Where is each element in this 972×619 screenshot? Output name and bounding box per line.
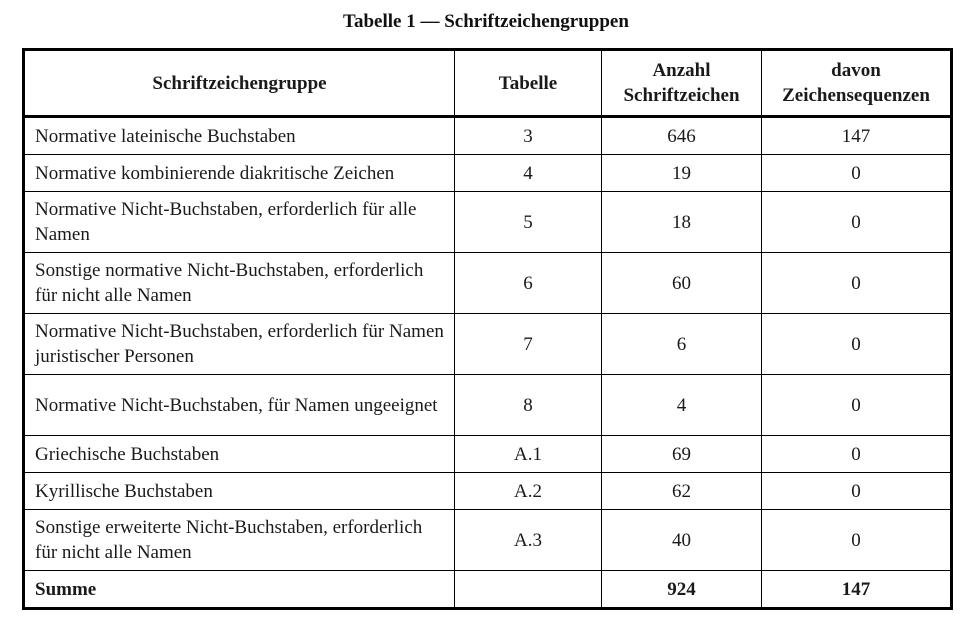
cell-total-tabelle (454, 570, 602, 609)
cell-anzahl: 62 (601, 472, 762, 510)
cell-anzahl: 6 (601, 313, 762, 375)
table-row: Normative kombinierende diakritische Zei… (23, 154, 952, 192)
table-row: Normative lateinische Buchstaben 3 646 1… (23, 116, 952, 155)
cell-anzahl: 69 (601, 435, 762, 473)
cell-tabelle: 8 (454, 374, 602, 436)
table-row: Normative Nicht-Buchstaben, für Namen un… (23, 374, 952, 436)
cell-davon: 0 (761, 374, 952, 436)
cell-group: Sonstige erweiterte Nicht-Buchstaben, er… (23, 509, 455, 571)
cell-total-davon: 147 (761, 570, 952, 609)
cell-davon: 0 (761, 435, 952, 473)
total-row: Summe 924 147 (23, 570, 952, 609)
cell-group: Sonstige normative Nicht-Buchstaben, erf… (23, 252, 455, 314)
cell-davon: 0 (761, 509, 952, 571)
cell-davon: 0 (761, 313, 952, 375)
cell-tabelle: A.3 (454, 509, 602, 571)
cell-group: Normative Nicht-Buchstaben, für Namen un… (23, 374, 455, 436)
cell-group: Normative kombinierende diakritische Zei… (23, 154, 455, 192)
cell-tabelle: 3 (454, 116, 602, 155)
cell-group: Normative lateinische Buchstaben (23, 116, 455, 155)
header-davon-zeichensequenzen: davon Zeichensequenzen (761, 49, 952, 118)
cell-anzahl: 646 (601, 116, 762, 155)
cell-group: Griechische Buchstaben (23, 435, 455, 473)
cell-tabelle: A.2 (454, 472, 602, 510)
cell-davon: 0 (761, 154, 952, 192)
cell-davon: 0 (761, 252, 952, 314)
cell-tabelle: 7 (454, 313, 602, 375)
header-row: Schriftzeichengruppe Tabelle Anzahl Schr… (23, 49, 952, 118)
cell-total-anzahl: 924 (601, 570, 762, 609)
cell-anzahl: 18 (601, 191, 762, 253)
cell-anzahl: 60 (601, 252, 762, 314)
cell-tabelle: A.1 (454, 435, 602, 473)
table-body: Normative lateinische Buchstaben 3 646 1… (23, 116, 952, 609)
cell-tabelle: 6 (454, 252, 602, 314)
cell-group: Normative Nicht-Buchstaben, erforderlich… (23, 313, 455, 375)
table-row: Griechische Buchstaben A.1 69 0 (23, 435, 952, 473)
cell-davon: 0 (761, 472, 952, 510)
cell-group: Normative Nicht-Buchstaben, erforderlich… (23, 191, 455, 253)
table-row: Kyrillische Buchstaben A.2 62 0 (23, 472, 952, 510)
cell-davon: 0 (761, 191, 952, 253)
cell-davon: 147 (761, 116, 952, 155)
cell-group: Kyrillische Buchstaben (23, 472, 455, 510)
cell-tabelle: 4 (454, 154, 602, 192)
table-caption: Tabelle 1 — Schriftzeichengruppen (343, 11, 629, 32)
cell-tabelle: 5 (454, 191, 602, 253)
table-row: Normative Nicht-Buchstaben, erforderlich… (23, 191, 952, 253)
cell-anzahl: 19 (601, 154, 762, 192)
cell-total-label: Summe (23, 570, 455, 609)
cell-anzahl: 40 (601, 509, 762, 571)
header-schriftzeichengruppe: Schriftzeichengruppe (23, 49, 455, 118)
header-anzahl-schriftzeichen: Anzahl Schriftzeichen (601, 49, 762, 118)
schriftzeichengruppen-table: Schriftzeichengruppe Tabelle Anzahl Schr… (22, 48, 953, 610)
table-row: Sonstige erweiterte Nicht-Buchstaben, er… (23, 509, 952, 571)
table-row: Sonstige normative Nicht-Buchstaben, erf… (23, 252, 952, 314)
table-row: Normative Nicht-Buchstaben, erforderlich… (23, 313, 952, 375)
cell-anzahl: 4 (601, 374, 762, 436)
header-tabelle: Tabelle (454, 49, 602, 118)
table-header: Schriftzeichengruppe Tabelle Anzahl Schr… (23, 49, 952, 118)
